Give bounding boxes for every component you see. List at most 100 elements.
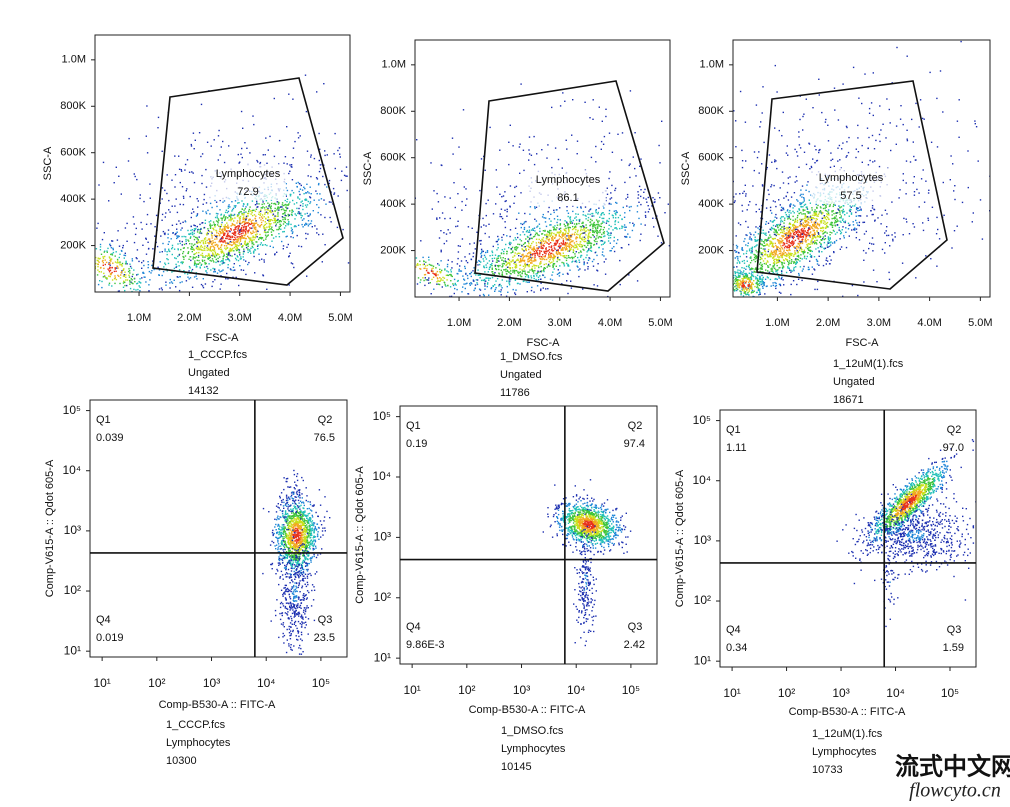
event-dot xyxy=(138,285,140,287)
event-dot xyxy=(108,263,110,265)
event-dot xyxy=(245,222,247,225)
event-dot xyxy=(219,199,221,202)
event-dot xyxy=(92,248,93,249)
event-dot xyxy=(99,249,102,251)
event-dot xyxy=(241,156,243,159)
event-dot xyxy=(135,289,137,291)
event-dot xyxy=(524,306,525,307)
event-dot xyxy=(238,229,241,231)
event-dot xyxy=(297,132,299,134)
event-dot xyxy=(261,207,263,209)
x-tick-label: 1.0M xyxy=(127,312,151,324)
event-dot xyxy=(79,266,80,267)
event-dot xyxy=(276,251,278,253)
event-dot xyxy=(566,272,569,275)
event-dot xyxy=(621,132,624,134)
event-dot xyxy=(598,220,600,222)
event-dot xyxy=(439,271,441,273)
event-dot xyxy=(522,149,525,151)
event-dot xyxy=(264,221,266,223)
event-dot xyxy=(536,285,539,287)
event-dot xyxy=(208,242,210,244)
event-dot xyxy=(485,264,487,266)
event-dot xyxy=(388,263,389,264)
event-dot xyxy=(545,248,547,250)
event-dot xyxy=(274,253,276,255)
event-dot xyxy=(569,226,571,229)
event-dot xyxy=(217,135,220,137)
event-dot xyxy=(213,254,215,256)
event-dot xyxy=(245,273,247,276)
event-dot xyxy=(77,237,78,238)
event-dot xyxy=(564,256,566,259)
event-dot xyxy=(117,260,119,262)
event-dot xyxy=(450,271,452,273)
event-dot xyxy=(489,255,491,257)
gate xyxy=(152,77,344,286)
event-dot xyxy=(497,255,500,257)
event-dot xyxy=(514,248,516,251)
event-dot xyxy=(254,249,257,251)
event-dot xyxy=(377,209,378,210)
event-dot xyxy=(608,177,610,180)
event-dot xyxy=(118,256,120,259)
event-dot xyxy=(227,266,229,269)
event-dot xyxy=(793,253,795,256)
event-dot xyxy=(589,117,591,119)
event-dot xyxy=(506,208,508,211)
event-dot xyxy=(205,270,207,272)
event-dot xyxy=(230,238,232,240)
event-dot xyxy=(637,191,639,193)
event-dot xyxy=(524,246,526,248)
event-dot xyxy=(187,247,189,249)
event-dot xyxy=(625,198,627,200)
event-dot xyxy=(803,227,806,230)
event-dot xyxy=(194,262,196,264)
event-dot xyxy=(256,241,258,243)
event-dot xyxy=(168,209,170,211)
event-dot xyxy=(508,284,511,286)
event-dot xyxy=(558,253,560,255)
event-dot xyxy=(834,219,837,222)
event-dot xyxy=(519,264,522,266)
event-dot xyxy=(554,147,557,149)
event-dot xyxy=(562,235,564,237)
event-dot xyxy=(239,258,241,260)
event-dot xyxy=(314,225,316,227)
event-dot xyxy=(775,262,778,264)
event-dot xyxy=(258,213,260,215)
x-tick-label: 5.0M xyxy=(328,312,352,324)
event-dot xyxy=(601,251,604,253)
event-dot xyxy=(61,257,62,258)
event-dot xyxy=(579,250,582,252)
event-dot xyxy=(540,241,543,243)
event-dot xyxy=(292,192,295,194)
event-dot xyxy=(796,261,798,263)
event-dot xyxy=(251,239,254,241)
event-dot xyxy=(797,214,799,217)
event-dot xyxy=(449,217,451,220)
event-dot xyxy=(774,233,776,236)
event-dot xyxy=(445,233,448,235)
event-dot xyxy=(66,256,67,257)
event-dot xyxy=(547,236,549,239)
event-dot xyxy=(92,260,93,261)
event-dot xyxy=(148,290,150,292)
event-dot xyxy=(209,240,211,243)
event-dot xyxy=(534,264,537,267)
event-dot xyxy=(247,235,249,238)
event-dot xyxy=(265,236,267,238)
event-dot xyxy=(554,225,556,227)
event-dot xyxy=(817,247,819,249)
event-dot xyxy=(286,208,288,210)
event-dot xyxy=(319,193,321,195)
event-dot xyxy=(584,214,586,217)
event-dot xyxy=(230,213,232,216)
event-dot xyxy=(159,251,161,253)
event-dot xyxy=(175,198,177,200)
event-dot xyxy=(244,222,246,224)
event-dot xyxy=(485,202,487,205)
event-dot xyxy=(333,153,335,155)
event-dot xyxy=(548,231,550,233)
event-dot xyxy=(342,228,344,231)
